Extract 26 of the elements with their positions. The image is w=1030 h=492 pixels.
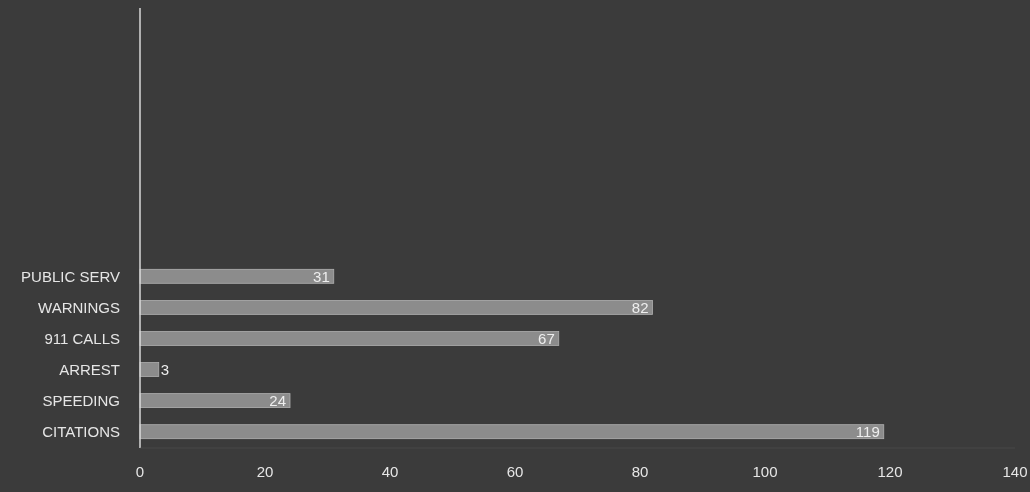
x-tick-label: 60 — [506, 463, 524, 480]
data-label: 24 — [269, 391, 286, 409]
bar — [139, 424, 885, 440]
data-label: 119 — [855, 422, 880, 440]
x-tick-label: 0 — [135, 463, 145, 480]
bar — [139, 362, 160, 377]
y-tick-label: ARREST — [59, 360, 120, 378]
x-tick-label: 40 — [381, 463, 399, 480]
x-tick-label: 100 — [752, 463, 778, 480]
bar — [139, 331, 560, 346]
bar — [139, 393, 291, 408]
x-tick-label: 20 — [256, 463, 274, 480]
x-tick-label: 140 — [1002, 463, 1028, 480]
x-tick-label: 120 — [877, 463, 903, 480]
y-tick-label: CITATIONS — [42, 422, 120, 440]
bar — [139, 300, 653, 315]
data-label: 3 — [160, 360, 170, 378]
y-tick-label: WARNINGS — [38, 298, 120, 316]
x-tick-label: 80 — [631, 463, 649, 480]
bar — [139, 268, 335, 284]
data-label: 31 — [313, 267, 330, 285]
data-label: 82 — [631, 298, 649, 316]
data-label: 67 — [538, 329, 555, 347]
y-tick-label: SPEEDING — [42, 391, 120, 409]
y-tick-label: PUBLIC SERV — [21, 267, 120, 285]
y-tick-label: 911 CALLS — [44, 329, 120, 347]
